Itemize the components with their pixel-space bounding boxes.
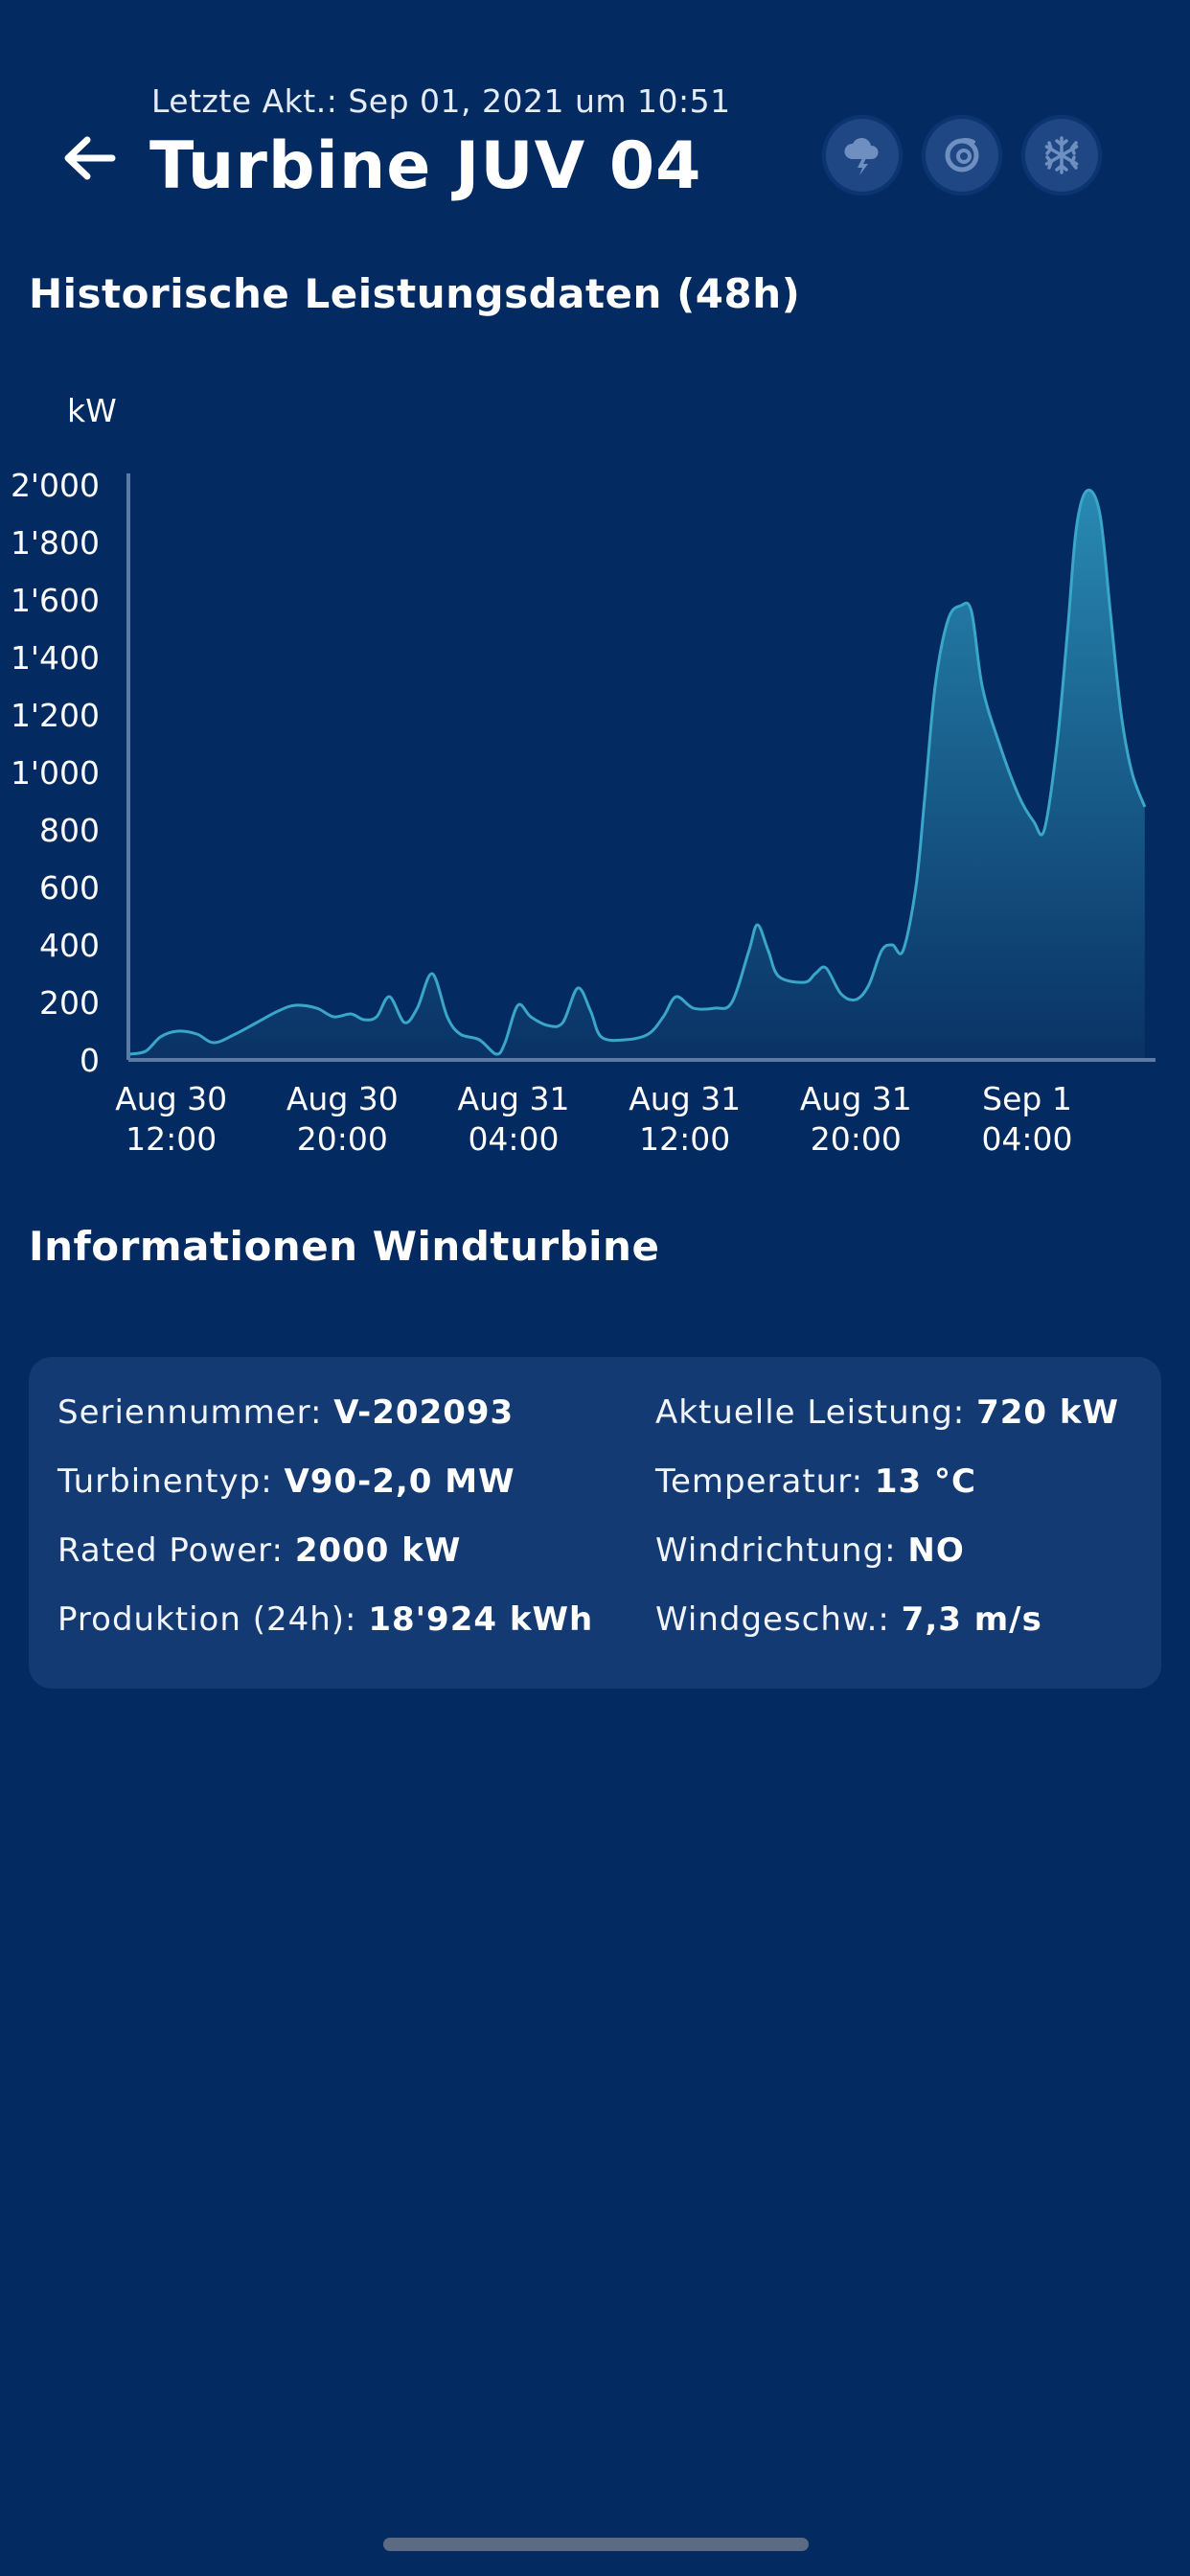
x-tick-label: Sep 1 xyxy=(982,1080,1072,1117)
x-tick-label: Aug 31 xyxy=(629,1080,741,1117)
y-tick-label: 800 xyxy=(39,812,100,849)
x-tick-label: 12:00 xyxy=(639,1120,730,1158)
hurricane-icon xyxy=(945,138,979,172)
arrow-left-icon xyxy=(64,136,116,180)
y-tick-label: 1'000 xyxy=(11,754,100,792)
thunderstorm-status[interactable] xyxy=(822,115,903,196)
home-indicator[interactable] xyxy=(383,2538,809,2551)
y-tick-label: 1'800 xyxy=(11,524,100,562)
hurricane-status[interactable] xyxy=(922,115,1002,196)
info-temperature: Temperatur: 13 °C xyxy=(655,1462,976,1501)
x-tick-label: Aug 31 xyxy=(800,1080,912,1117)
y-tick-label: 600 xyxy=(39,869,100,907)
info-wind-direction: Windrichtung: NO xyxy=(655,1531,965,1570)
y-tick-label: 200 xyxy=(39,984,100,1022)
snowflake-icon xyxy=(1044,136,1079,174)
y-tick-label: 2'000 xyxy=(11,467,100,504)
x-tick-label: 04:00 xyxy=(981,1120,1072,1158)
chart-section-title: Historische Leistungsdaten (48h) xyxy=(29,270,801,317)
area-fill xyxy=(128,490,1145,1060)
x-tick-label: 20:00 xyxy=(297,1120,388,1158)
y-tick-label: 1'400 xyxy=(11,639,100,677)
y-tick-label: 1'200 xyxy=(11,697,100,734)
info-rated-power: Rated Power: 2000 kW xyxy=(57,1531,462,1570)
x-tick-label: Aug 31 xyxy=(458,1080,570,1117)
y-tick-label: 1'600 xyxy=(11,582,100,619)
info-current-power: Aktuelle Leistung: 720 kW xyxy=(655,1393,1119,1432)
snowflake-status[interactable] xyxy=(1021,115,1102,196)
thunderstorm-icon xyxy=(844,137,879,175)
page-title: Turbine JUV 04 xyxy=(149,128,702,204)
x-tick-label: Aug 30 xyxy=(115,1080,227,1117)
info-wind-speed: Windgeschw.: 7,3 m/s xyxy=(655,1600,1042,1639)
info-serial-number: Seriennummer: V-202093 xyxy=(57,1393,515,1432)
x-tick-label: Aug 30 xyxy=(286,1080,399,1117)
y-axis-label: kW xyxy=(67,392,117,429)
info-production-24h: Produktion (24h): 18'924 kWh xyxy=(57,1600,594,1639)
x-tick-label: 20:00 xyxy=(811,1120,902,1158)
info-section-title: Informationen Windturbine xyxy=(29,1223,660,1270)
x-tick-label: 12:00 xyxy=(126,1120,217,1158)
info-turbine-type: Turbinentyp: V90-2,0 MW xyxy=(57,1462,515,1501)
power-history-chart: kW 0 200 400 600 800 1'000 1'200 1'400 1'600 1'80… xyxy=(11,392,1156,1158)
y-tick-label: 400 xyxy=(39,927,100,964)
last-update-text: Letzte Akt.: Sep 01, 2021 um 10:51 xyxy=(151,82,731,120)
back-button[interactable] xyxy=(56,125,123,192)
x-tick-label: 04:00 xyxy=(468,1120,559,1158)
turbine-info-card: Seriennummer: V-202093 Turbinentyp: V90-… xyxy=(29,1357,1161,1689)
y-tick-label: 0 xyxy=(80,1042,100,1079)
series-line xyxy=(127,488,1147,1056)
header: Letzte Akt.: Sep 01, 2021 um 10:51 Turbi… xyxy=(0,0,1190,230)
